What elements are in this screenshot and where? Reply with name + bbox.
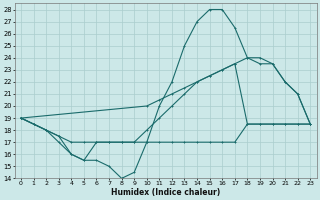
X-axis label: Humidex (Indice chaleur): Humidex (Indice chaleur) [111, 188, 220, 197]
